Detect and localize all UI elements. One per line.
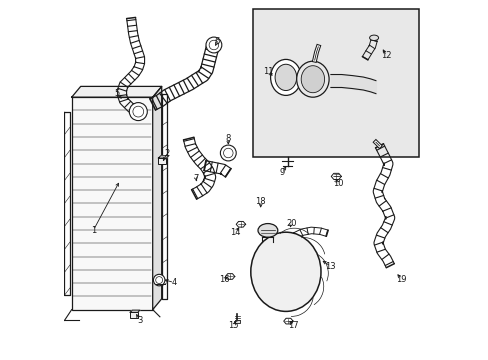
- Circle shape: [153, 274, 164, 286]
- Text: 9: 9: [279, 168, 285, 177]
- Circle shape: [133, 106, 143, 117]
- Polygon shape: [158, 156, 168, 158]
- Text: 15: 15: [228, 321, 239, 330]
- Text: 7: 7: [193, 174, 198, 183]
- Polygon shape: [72, 86, 162, 97]
- Circle shape: [205, 37, 222, 53]
- Circle shape: [155, 276, 163, 284]
- Bar: [234, 320, 239, 323]
- Bar: [130, 312, 138, 318]
- Ellipse shape: [369, 35, 378, 40]
- Text: 13: 13: [325, 262, 336, 271]
- Ellipse shape: [270, 59, 301, 95]
- Text: 20: 20: [285, 219, 296, 228]
- Circle shape: [220, 145, 236, 161]
- Ellipse shape: [275, 64, 296, 90]
- Text: 19: 19: [395, 274, 406, 284]
- Bar: [72, 97, 152, 310]
- Ellipse shape: [250, 232, 320, 311]
- Text: 18: 18: [255, 197, 265, 206]
- Text: 14: 14: [230, 228, 240, 237]
- Text: 17: 17: [287, 321, 298, 330]
- Ellipse shape: [258, 224, 277, 237]
- Bar: [158, 158, 166, 164]
- Text: 11: 11: [262, 68, 273, 77]
- Circle shape: [223, 148, 233, 158]
- Polygon shape: [152, 86, 162, 310]
- Ellipse shape: [301, 66, 324, 93]
- Text: 2: 2: [164, 149, 169, 158]
- Text: 4: 4: [171, 278, 177, 287]
- Polygon shape: [130, 310, 140, 312]
- Circle shape: [209, 40, 218, 50]
- Text: 12: 12: [381, 51, 391, 60]
- Text: 16: 16: [219, 274, 229, 284]
- Text: 1: 1: [90, 226, 96, 235]
- Text: 10: 10: [332, 179, 343, 188]
- Text: 6: 6: [214, 37, 220, 46]
- Text: 8: 8: [225, 134, 230, 143]
- Ellipse shape: [296, 61, 328, 97]
- Text: 3: 3: [137, 316, 142, 325]
- Text: 5: 5: [114, 89, 119, 98]
- Circle shape: [129, 103, 147, 121]
- Bar: [253, 9, 418, 157]
